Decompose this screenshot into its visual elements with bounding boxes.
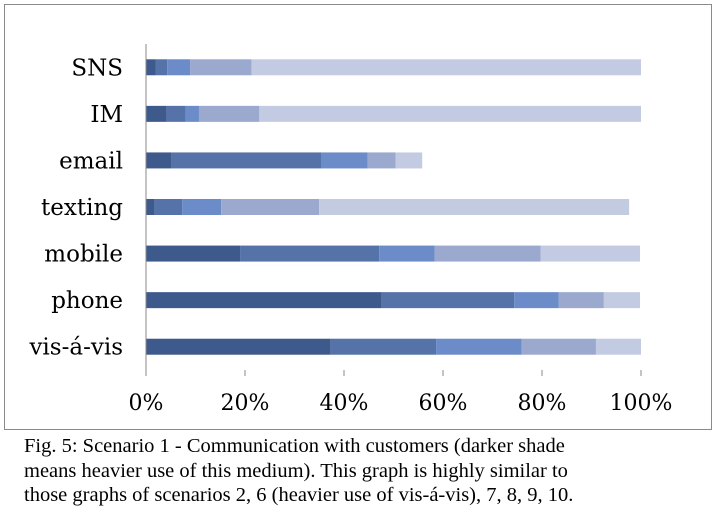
bar-segment — [434, 245, 541, 262]
x-tick-label: 0% — [129, 391, 164, 416]
caption-line-3: those graphs of scenarios 2, 6 (heavier … — [24, 484, 574, 506]
category-label: texting — [41, 195, 123, 221]
bar-segment — [521, 338, 596, 355]
category-label: mobile — [44, 242, 123, 268]
bar-segment — [595, 338, 641, 355]
bar-segment — [221, 199, 320, 215]
bar-segment — [367, 152, 396, 169]
bar-segment — [330, 338, 437, 355]
x-tick-label: 40% — [320, 391, 369, 416]
bar-segment — [259, 105, 641, 122]
bar-segment — [155, 59, 168, 76]
x-tick-label: 80% — [518, 391, 567, 416]
bar-segment — [146, 199, 155, 215]
bar-segment — [603, 292, 641, 309]
x-tick-label: 60% — [419, 391, 468, 416]
category-label: vis-á-vis — [28, 335, 123, 361]
bar-segment — [167, 59, 191, 76]
bar-segment — [540, 245, 641, 262]
caption-line-1: Fig. 5: Scenario 1 - Communication with … — [24, 435, 565, 457]
figure-caption: Fig. 5: Scenario 1 - Communication with … — [24, 434, 714, 508]
category-label: email — [59, 148, 123, 174]
bar-segment — [171, 152, 322, 169]
bar-segment — [319, 199, 630, 215]
bar-segment — [146, 59, 156, 76]
x-tick-label: 100% — [610, 391, 673, 416]
bar-segment — [146, 152, 172, 169]
bar-segment — [146, 245, 241, 262]
category-label: phone — [51, 288, 123, 314]
bar-segment — [395, 152, 423, 169]
bar-segment — [146, 105, 167, 122]
category-label: SNS — [71, 55, 123, 81]
bar-segment — [240, 245, 380, 262]
bar-segment — [251, 59, 641, 76]
bar-segment — [321, 152, 368, 169]
bar-segment — [185, 105, 199, 122]
bar-segment — [558, 292, 604, 309]
bar-segment — [166, 105, 186, 122]
bar-segment — [198, 105, 260, 122]
stacked-bar-chart: SNS IM email texting mobile phone vis-á-vis 0% 2… — [28, 44, 673, 416]
bar-segment — [182, 199, 222, 215]
bar-segment — [190, 59, 252, 76]
bar-segment — [154, 199, 183, 215]
caption-line-2: means heavier use of this medium). This … — [24, 459, 568, 482]
bar-segment — [146, 338, 331, 355]
bar-segment — [379, 245, 435, 262]
bar-segment — [381, 292, 515, 309]
category-label: IM — [90, 102, 123, 128]
bar-segment — [146, 292, 382, 309]
bar-segment — [514, 292, 559, 309]
x-tick-label: 20% — [221, 391, 270, 416]
bar-segment — [436, 338, 522, 355]
